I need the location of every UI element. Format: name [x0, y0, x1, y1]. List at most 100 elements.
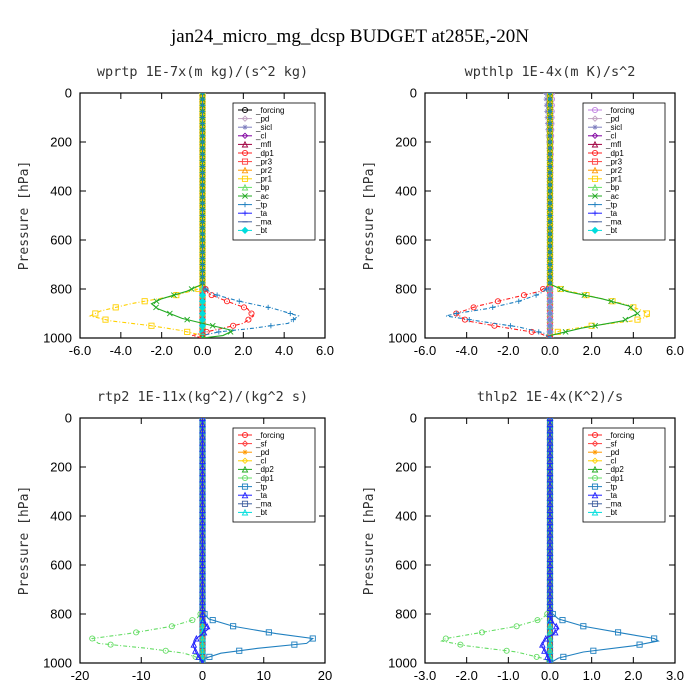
- series-marker: [265, 304, 271, 310]
- series-marker: [199, 133, 206, 139]
- legend-entry: _pr1: [588, 175, 623, 184]
- legend-label: _mfl: [605, 140, 621, 149]
- legend-label: _ta: [255, 209, 268, 218]
- legend-entry: _tp: [588, 482, 618, 491]
- legend-marker: [591, 175, 599, 182]
- legend-entry: _pr3: [588, 157, 623, 166]
- legend-label: _pr1: [605, 175, 623, 184]
- y-tick-label: 600: [50, 558, 72, 573]
- series-marker: [554, 328, 561, 335]
- legend-label: _forcing: [255, 431, 284, 440]
- series-dp1: [440, 418, 554, 663]
- x-tick-label: 4.0: [624, 343, 642, 358]
- series-marker: [199, 274, 206, 280]
- series-marker: [203, 286, 209, 292]
- legend-entry: _pr3: [238, 157, 273, 166]
- legend-marker: [241, 140, 249, 148]
- legend-marker: [591, 183, 599, 191]
- series-marker: [636, 641, 643, 648]
- legend-label: _cl: [255, 457, 266, 466]
- legend-marker: [591, 226, 599, 235]
- series-marker: [547, 292, 553, 298]
- legend-label: _pr2: [255, 166, 273, 175]
- series-marker: [580, 623, 587, 630]
- legend-marker: [241, 149, 249, 157]
- series-marker: [290, 317, 296, 323]
- legend-marker: [241, 183, 249, 191]
- series-marker: [203, 622, 211, 630]
- series-tp: [445, 93, 553, 338]
- legend-marker: [592, 202, 598, 208]
- legend-marker: [591, 115, 599, 122]
- legend-label: _dp1: [255, 149, 274, 158]
- x-tick-label: 3.0: [666, 668, 684, 683]
- x-tick-label: -2.0: [455, 668, 477, 683]
- series-marker: [193, 634, 200, 642]
- legend-entry: _pr2: [238, 166, 273, 175]
- legend-marker: [241, 431, 249, 439]
- series-marker: [240, 304, 248, 311]
- legend-label: _ac: [255, 192, 269, 201]
- series-marker: [236, 647, 243, 654]
- series-marker: [562, 328, 569, 335]
- x-tick-label: -6.0: [69, 343, 91, 358]
- series-marker: [547, 96, 553, 102]
- series-marker: [543, 96, 549, 102]
- series-ac: [150, 93, 235, 338]
- legend-entry: _forcing: [588, 106, 634, 115]
- legend-marker: [241, 166, 249, 174]
- legend: _forcing_pd_sicl_cl_mfl_dp1_pr3_pr2_pr1_…: [232, 102, 316, 241]
- legend-marker: [591, 140, 599, 148]
- legend-entry: _ma: [238, 500, 272, 509]
- series-marker: [192, 647, 199, 654]
- series-pr1: [88, 93, 206, 337]
- legend-marker: [591, 431, 599, 439]
- series-marker: [544, 653, 551, 660]
- series-marker: [547, 188, 553, 194]
- series-marker: [92, 310, 99, 317]
- series-marker: [162, 647, 169, 654]
- series-line: [541, 418, 560, 663]
- series-marker: [148, 322, 155, 329]
- figure-title: jan24_micro_mg_dcsp BUDGET at285E,-20N: [170, 26, 529, 47]
- series-marker: [153, 298, 160, 305]
- series-marker: [209, 322, 216, 329]
- series-marker: [513, 623, 520, 630]
- series-marker: [543, 286, 550, 292]
- series-marker: [546, 610, 554, 618]
- legend-marker: [591, 166, 599, 174]
- legend-label: _sicl: [605, 123, 622, 132]
- series-marker: [199, 616, 207, 624]
- series-marker: [168, 623, 175, 630]
- legend-label: _tp: [605, 482, 618, 491]
- series-marker: [199, 268, 206, 274]
- series-marker: [199, 255, 206, 261]
- legend-entry: _dp1: [588, 474, 624, 483]
- y-tick-label: 600: [395, 558, 417, 573]
- legend-entry: _sf: [238, 439, 267, 448]
- series-marker: [503, 647, 510, 654]
- series-marker: [547, 616, 555, 624]
- chart-panel-2: wpthlp 1E-4x(m K)/s^2 Pressure [hPa] -6.0 -…: [362, 64, 684, 358]
- series-marker: [230, 322, 237, 329]
- series-marker: [199, 176, 206, 182]
- series-marker: [470, 304, 477, 311]
- series-marker: [547, 280, 553, 286]
- x-tick-label: 1.0: [583, 668, 601, 683]
- legend-label: _bt: [605, 226, 618, 235]
- legend-label: _sicl: [255, 123, 272, 132]
- series-marker: [107, 641, 114, 648]
- x-tick-label: 2.0: [583, 343, 601, 358]
- y-axis-label: Pressure [hPa]: [17, 486, 32, 596]
- legend-marker: [591, 457, 599, 465]
- series-marker: [206, 653, 213, 660]
- x-tick-label: -2.0: [497, 343, 519, 358]
- legend-label: _cl: [255, 132, 266, 141]
- series-marker: [558, 286, 565, 292]
- legend-marker: [591, 158, 599, 165]
- series-marker: [190, 641, 198, 648]
- legend-marker: [242, 193, 248, 199]
- series-marker: [547, 219, 553, 225]
- y-tick-label: 0: [410, 411, 417, 426]
- legend-label: _bt: [255, 508, 268, 517]
